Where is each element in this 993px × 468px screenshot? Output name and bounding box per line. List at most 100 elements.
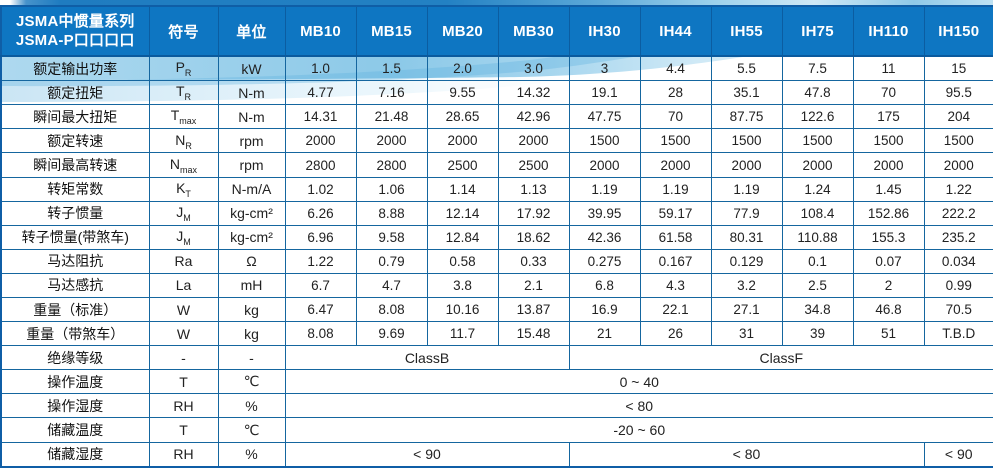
value-cell: 1.22 xyxy=(923,176,993,202)
model-header-mb10: MB10 xyxy=(284,6,356,57)
value-cell: 15 xyxy=(923,55,993,82)
spec-row-12: 绝缘等级 - - ClassB ClassF xyxy=(0,345,993,371)
spec-row-7: 转子惯量(带煞车) JM kg-cm² 6.96 9.58 12.84 18.62 42.36… xyxy=(0,224,993,250)
row-label: 额定扭矩 xyxy=(0,80,150,106)
model-header-ih30: IH30 xyxy=(568,6,640,57)
value-cell: 152.86 xyxy=(852,200,925,226)
value-cell: 61.58 xyxy=(639,224,712,250)
unit-cell: Ω xyxy=(217,248,286,274)
motor-spec-table: JSMA中惯量系列 JSMA-P口口口口 符号 单位 MB10 MB15 MB20 M… xyxy=(0,5,993,468)
value-cell: 11 xyxy=(852,55,925,82)
value-cell: 21.48 xyxy=(355,104,428,130)
unit-cell: kg xyxy=(217,297,286,323)
value-cell: 26 xyxy=(639,321,712,347)
value-cell: 2000 xyxy=(923,152,993,178)
unit-cell: kg xyxy=(217,321,286,347)
unit-cell: N-m xyxy=(217,80,286,106)
value-cell: 155.3 xyxy=(852,224,925,250)
symbol-cell: KT xyxy=(148,176,219,202)
value-cell: 12.84 xyxy=(426,224,499,250)
value-cell: 0.99 xyxy=(923,272,993,299)
value-cell: 7.5 xyxy=(781,55,854,82)
value-cell: 2.5 xyxy=(781,272,854,299)
value-cell: 6.96 xyxy=(284,224,357,250)
value-cell: 0.129 xyxy=(710,248,783,274)
value-cell: 4.7 xyxy=(355,272,428,299)
value-cell: 1.22 xyxy=(284,248,357,274)
spec-row-0: 额定输出功率 PR kW 1.0 1.5 2.0 3.0 3 4.4 5.5 7.5 11 15 xyxy=(0,55,993,82)
value-cell: 2000 xyxy=(355,128,428,154)
value-cell: 2 xyxy=(852,272,925,299)
value-cell: 1500 xyxy=(852,128,925,154)
value-cell: 5.5 xyxy=(710,55,783,82)
value-cell: 21 xyxy=(568,321,641,347)
value-cell: 9.58 xyxy=(355,224,428,250)
model-header-ih44: IH44 xyxy=(639,6,711,57)
value-cell: 0.07 xyxy=(852,248,925,274)
value-cell: 4.4 xyxy=(639,55,712,82)
row-label: 重量（标准） xyxy=(0,297,150,323)
value-cell: 1.0 xyxy=(284,55,357,82)
value-cell: 8.08 xyxy=(355,297,428,323)
spec-row-5: 转矩常数 KT N-m/A 1.02 1.06 1.14 1.13 1.19 1.19 1.19 1… xyxy=(0,176,993,202)
row-label: 瞬间最高转速 xyxy=(0,152,150,178)
value-cell: 3.8 xyxy=(426,272,499,299)
value-cell: 8.08 xyxy=(284,321,357,347)
value-cell: 2000 xyxy=(426,128,499,154)
value-cell: 2000 xyxy=(497,128,570,154)
value-cell: 110.88 xyxy=(781,224,854,250)
symbol-cell: JM xyxy=(148,224,219,250)
value-cell: 42.36 xyxy=(568,224,641,250)
value-cell: 204 xyxy=(923,104,993,130)
unit-cell: % xyxy=(217,393,286,419)
value-cell: 0.167 xyxy=(639,248,712,274)
symbol-cell: Tmax xyxy=(148,104,219,130)
value-cell: 28.65 xyxy=(426,104,499,130)
value-cell: 22.1 xyxy=(639,297,712,323)
value-cell: 2800 xyxy=(355,152,428,178)
spec-row-6: 转子惯量 JM kg-cm² 6.26 8.88 12.14 17.92 39.95 59.17… xyxy=(0,200,993,226)
symbol-column-header: 符号 xyxy=(148,6,218,57)
model-header-ih110: IH110 xyxy=(852,6,924,57)
value-cell: 6.47 xyxy=(284,297,357,323)
value-cell: 46.8 xyxy=(852,297,925,323)
symbol-cell: PR xyxy=(148,55,219,82)
value-cell: 1.45 xyxy=(852,176,925,202)
top-decorative-strip xyxy=(0,0,993,5)
value-cell: 27.1 xyxy=(710,297,783,323)
spec-row-2: 瞬间最大扭矩 Tmax N-m 14.31 21.48 28.65 42.96 47.75 70… xyxy=(0,104,993,130)
value-cell: 39 xyxy=(781,321,854,347)
value-cell: 235.2 xyxy=(923,224,993,250)
merged-value-cell: ClassF xyxy=(568,345,993,371)
value-cell: 175 xyxy=(852,104,925,130)
row-label: 绝缘等级 xyxy=(0,345,150,371)
row-label: 转矩常数 xyxy=(0,176,150,202)
value-cell: 70 xyxy=(852,80,925,106)
value-cell: 19.1 xyxy=(568,80,641,106)
merged-value-cell: 0 ~ 40 xyxy=(284,369,993,395)
merged-value-cell: ClassB xyxy=(284,345,570,371)
spec-row-8: 马达阻抗 Ra Ω 1.22 0.79 0.58 0.33 0.275 0.167 0.129 0.… xyxy=(0,248,993,274)
unit-cell: kg-cm² xyxy=(217,224,286,250)
symbol-cell: RH xyxy=(148,441,219,468)
model-header-mb20: MB20 xyxy=(426,6,498,57)
row-label: 重量（带煞车） xyxy=(0,321,150,347)
value-cell: 10.16 xyxy=(426,297,499,323)
series-title-line1: JSMA中惯量系列 xyxy=(16,12,135,30)
row-label: 操作湿度 xyxy=(0,393,150,419)
value-cell: 2000 xyxy=(568,152,641,178)
symbol-cell: La xyxy=(148,272,219,299)
symbol-cell: Ra xyxy=(148,248,219,274)
value-cell: 0.1 xyxy=(781,248,854,274)
value-cell: T.B.D xyxy=(923,321,993,347)
spec-row-9: 马达感抗 La mH 6.7 4.7 3.8 2.1 6.8 4.3 3.2 2.5 2 0.99 xyxy=(0,272,993,299)
value-cell: 2000 xyxy=(710,152,783,178)
symbol-cell: W xyxy=(148,297,219,323)
value-cell: 1.06 xyxy=(355,176,428,202)
row-label: 储藏湿度 xyxy=(0,441,150,468)
row-label: 转子惯量(带煞车) xyxy=(0,224,150,250)
value-cell: 42.96 xyxy=(497,104,570,130)
table-header-row: JSMA中惯量系列 JSMA-P口口口口 符号 单位 MB10 MB15 MB20 M… xyxy=(0,6,993,57)
